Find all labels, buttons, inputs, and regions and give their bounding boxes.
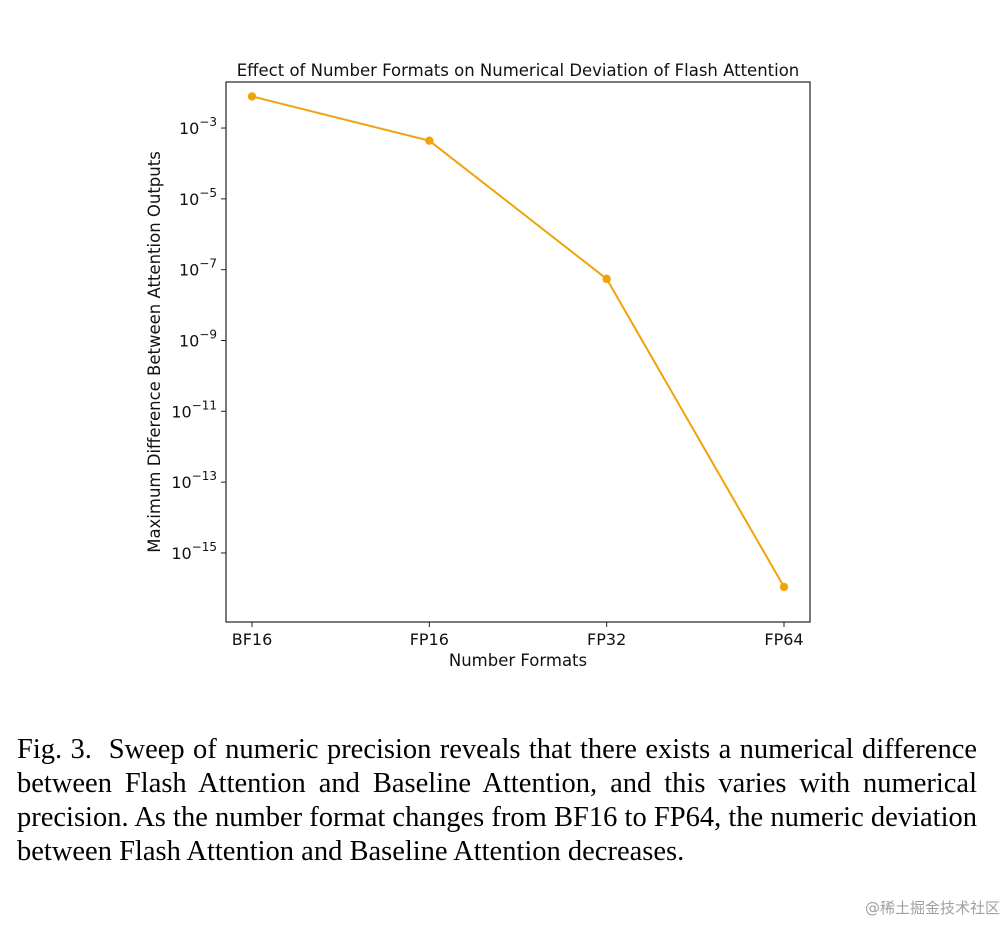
y-tick-label: 10−5 xyxy=(179,186,217,209)
x-tick-label: FP64 xyxy=(764,630,803,649)
data-point-bf16 xyxy=(247,92,257,101)
chart-figure: Effect of Number Formats on Numerical De… xyxy=(145,61,811,670)
y-axis-label: Maximum Difference Between Attention Out… xyxy=(145,151,164,553)
x-tick-label: BF16 xyxy=(232,630,273,649)
data-points xyxy=(247,92,789,592)
data-point-fp64 xyxy=(779,582,789,592)
figure-caption: Fig. 3. Sweep of numeric precision revea… xyxy=(17,733,977,869)
y-tick-exponent: −13 xyxy=(192,469,217,483)
y-tick-exponent: −11 xyxy=(192,398,217,412)
data-point-fp16 xyxy=(425,136,434,145)
y-tick-label: 10−13 xyxy=(171,469,217,492)
plot-area xyxy=(225,81,811,623)
y-tick-exponent: −5 xyxy=(199,186,217,200)
y-tick-base: 10 xyxy=(179,261,199,280)
y-tick-base: 10 xyxy=(171,402,191,421)
watermark: @稀土掘金技术社区 xyxy=(864,899,1000,917)
y-tick-label: 10−11 xyxy=(171,398,217,421)
y-tick-exponent: −7 xyxy=(199,257,217,271)
x-axis-ticks: BF16 FP16 FP32 FP64 xyxy=(232,622,804,649)
y-tick-exponent: −15 xyxy=(192,540,217,554)
y-tick-base: 10 xyxy=(179,331,199,350)
x-tick-label: FP16 xyxy=(410,630,449,649)
caption-label: Fig. 3. xyxy=(17,734,92,765)
y-tick-exponent: −3 xyxy=(199,115,217,129)
y-tick-label: 10−9 xyxy=(179,327,217,350)
x-tick-label: FP32 xyxy=(587,630,626,649)
data-point-fp32 xyxy=(602,274,611,284)
y-tick-base: 10 xyxy=(171,473,191,492)
caption-text: Sweep of numeric precision reveals that … xyxy=(17,734,977,867)
chart-title: Effect of Number Formats on Numerical De… xyxy=(237,61,800,80)
y-tick-base: 10 xyxy=(179,119,199,138)
series-line xyxy=(251,95,785,588)
y-tick-base: 10 xyxy=(171,544,191,563)
y-tick-label: 10−15 xyxy=(171,540,217,563)
y-tick-exponent: −9 xyxy=(199,327,217,341)
x-axis-label: Number Formats xyxy=(449,651,587,670)
y-tick-label: 10−3 xyxy=(179,115,217,138)
y-tick-base: 10 xyxy=(179,190,199,209)
y-tick-label: 10−7 xyxy=(179,257,217,280)
